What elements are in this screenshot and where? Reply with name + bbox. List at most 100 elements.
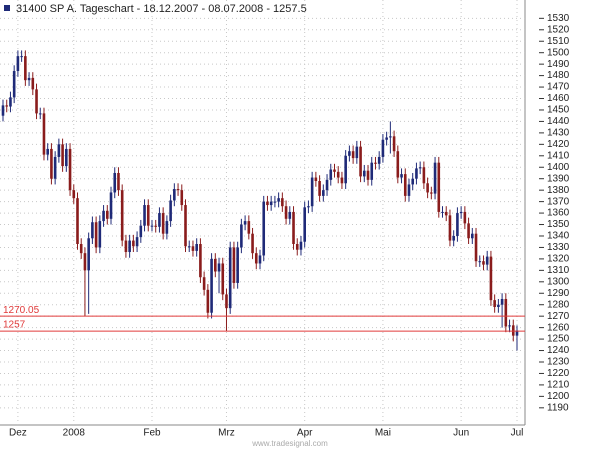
candle-body	[366, 170, 370, 180]
candle-body	[202, 277, 206, 290]
candle-body	[83, 253, 87, 271]
title-icon	[4, 5, 10, 11]
y-tick-label: 1290	[547, 288, 570, 299]
candle-body	[76, 198, 79, 245]
candle-body	[433, 162, 437, 194]
candle-body	[340, 177, 344, 184]
candle-body	[98, 221, 102, 248]
y-tick-label: 1400	[547, 162, 570, 173]
candle-body	[310, 177, 314, 207]
y-tick-label: 1260	[547, 322, 570, 333]
y-tick-label: 1330	[547, 242, 570, 253]
candle-body	[31, 77, 35, 90]
x-tick-label: Dez	[9, 428, 27, 439]
chart-title: 31400 SP A. Tageschart - 18.12.2007 - 08…	[16, 3, 307, 15]
candle-body	[243, 221, 247, 225]
candle-body	[489, 256, 493, 301]
y-tick-label: 1390	[547, 173, 570, 184]
candle-body	[173, 189, 176, 201]
x-tick-label: 2008	[63, 428, 86, 439]
candle-body	[307, 206, 310, 208]
candle-body	[295, 244, 299, 250]
candle-body	[381, 139, 385, 157]
candle-body	[403, 174, 407, 196]
candle-body	[169, 200, 172, 222]
y-tick-label: 1220	[547, 368, 570, 379]
y-tick-label: 1450	[547, 105, 570, 116]
candle-body	[385, 137, 388, 140]
candle-body	[91, 222, 94, 239]
y-tick-label: 1280	[547, 299, 570, 310]
candle-body	[508, 325, 511, 327]
candle-body	[176, 189, 180, 191]
candle-body	[485, 256, 489, 265]
candle-body	[452, 235, 455, 241]
candle-body	[206, 289, 210, 313]
candle-body	[113, 172, 117, 193]
candle-body	[105, 210, 109, 219]
y-tick-label: 1300	[547, 276, 570, 287]
candle-body	[191, 246, 195, 251]
y-tick-label: 1310	[547, 265, 570, 276]
y-tick-label: 1530	[547, 13, 570, 24]
candle-body	[288, 211, 292, 219]
candle-body	[415, 168, 418, 179]
candle-body	[9, 97, 12, 107]
candle-body	[284, 206, 288, 219]
candle-body	[322, 190, 325, 196]
x-tick-label: Jul	[511, 428, 524, 439]
candle-body	[180, 190, 184, 206]
candle-body	[292, 211, 295, 245]
y-tick-label: 1490	[547, 59, 570, 70]
y-tick-label: 1460	[547, 93, 570, 104]
y-tick-label: 1380	[547, 185, 570, 196]
candle-body	[281, 198, 284, 207]
candle-body	[120, 190, 124, 241]
candle-body	[325, 179, 329, 191]
candle-body	[251, 233, 254, 254]
candle-body	[109, 192, 113, 219]
candle-body	[61, 144, 64, 167]
candle-body	[5, 105, 9, 107]
y-tick-label: 1370	[547, 196, 570, 207]
level-label: 1257	[3, 320, 26, 331]
candle-body	[482, 261, 485, 265]
candle-body	[143, 205, 146, 226]
candle-body	[377, 156, 381, 164]
y-tick-label: 1510	[547, 36, 570, 47]
candle-body	[266, 201, 269, 206]
candle-body	[232, 247, 236, 283]
candle-body	[128, 240, 131, 253]
candle-body	[329, 169, 333, 180]
candle-body	[254, 253, 258, 264]
y-tick-label: 1320	[547, 254, 570, 265]
candle-body	[214, 258, 217, 272]
candle-body	[336, 171, 340, 178]
candle-body	[355, 146, 359, 159]
candle-body	[38, 113, 42, 115]
candle-body	[456, 213, 459, 236]
candle-body	[16, 56, 20, 72]
candle-body	[139, 225, 143, 238]
y-tick-label: 1240	[547, 345, 570, 356]
x-tick-label: Feb	[143, 428, 161, 439]
x-tick-label: Mrz	[218, 428, 235, 439]
candle-body	[389, 136, 392, 138]
x-tick-label: Mai	[375, 428, 391, 439]
candle-body	[154, 225, 158, 227]
y-tick-label: 1270	[547, 311, 570, 322]
candle-body	[441, 211, 444, 213]
x-tick-label: Jun	[453, 428, 469, 439]
candle-body	[53, 156, 57, 179]
y-tick-label: 1360	[547, 208, 570, 219]
candle-body	[333, 169, 336, 172]
candle-body	[493, 300, 496, 308]
candle-body	[303, 207, 306, 242]
candle-body	[467, 223, 470, 239]
candle-body	[42, 113, 46, 155]
candle-body	[471, 233, 474, 239]
candle-body	[57, 144, 61, 157]
candle-body	[228, 247, 232, 309]
candle-body	[418, 167, 422, 169]
candle-body	[94, 222, 98, 248]
